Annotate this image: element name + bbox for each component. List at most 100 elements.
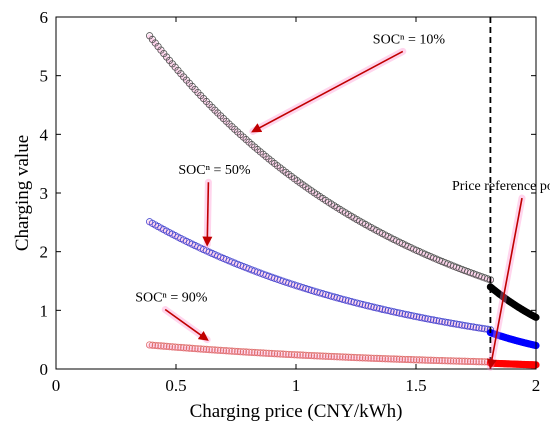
data-point: [361, 354, 370, 362]
annotation-arrow: [164, 308, 209, 341]
data-point: [163, 342, 171, 350]
data-point: [273, 350, 281, 358]
data-point: [327, 352, 335, 361]
data-point: [228, 347, 236, 355]
data-point: [165, 343, 174, 351]
data-point: [381, 306, 389, 314]
data-point: [398, 310, 406, 318]
data-point: [324, 352, 333, 360]
data-point: [285, 350, 293, 359]
data-point: [344, 353, 352, 361]
data-point: [444, 357, 452, 365]
data-point: [455, 321, 463, 329]
data-point: [469, 323, 477, 331]
data-point: [393, 355, 401, 363]
data-point: [475, 358, 483, 366]
data-point: [464, 357, 472, 365]
data-point: [364, 302, 372, 310]
data-point: [239, 348, 247, 356]
data-point: [290, 351, 299, 359]
data-point: [188, 344, 196, 352]
data-point: [404, 355, 412, 364]
data-point: [415, 313, 423, 321]
data-point: [404, 311, 412, 319]
data-point: [307, 351, 316, 360]
x-tick-label: 0.5: [165, 376, 186, 395]
series-highlight: [147, 34, 493, 284]
data-point: [429, 316, 438, 324]
annotation-layer: SOCⁿ = 10% SOCⁿ = 50% SOCⁿ = 90% Price refe…: [135, 32, 550, 371]
data-point: [373, 304, 381, 312]
y-tick-label: 4: [40, 125, 49, 144]
data-point: [310, 352, 318, 360]
data-point: [231, 347, 239, 355]
data-point: [180, 344, 188, 352]
data-point: [344, 297, 352, 305]
data-point: [478, 324, 486, 332]
data-point: [287, 350, 296, 359]
data-point: [401, 355, 409, 364]
data-point: [330, 353, 338, 361]
data-point: [336, 353, 344, 361]
data-point: [296, 351, 304, 359]
data-point: [330, 293, 338, 301]
data-point: [356, 354, 364, 362]
data-point: [339, 353, 347, 361]
annotation-arrow: [202, 182, 213, 247]
y-tick-label: 2: [40, 243, 49, 262]
data-point: [472, 357, 480, 366]
data-point: [447, 357, 455, 365]
data-point: [242, 348, 250, 356]
data-point: [395, 355, 404, 363]
series-2: [146, 218, 540, 350]
data-point: [313, 352, 321, 360]
data-point: [449, 320, 458, 328]
data-point: [472, 323, 480, 332]
data-point: [353, 354, 361, 362]
data-point: [253, 349, 262, 357]
data-point: [222, 347, 230, 355]
data-point: [418, 356, 426, 364]
data-point: [387, 307, 395, 315]
data-point: [390, 355, 398, 363]
data-point: [185, 344, 193, 352]
data-point: [341, 353, 350, 361]
data-point: [367, 354, 375, 362]
series-highlight: [147, 220, 493, 334]
y-tick-label: 5: [40, 67, 49, 86]
data-point: [299, 351, 307, 359]
data-point: [407, 311, 415, 320]
data-point: [356, 300, 364, 308]
data-point: [421, 314, 429, 322]
data-point: [378, 305, 387, 313]
data-point: [387, 355, 395, 363]
data-point: [412, 356, 421, 364]
data-point: [395, 309, 404, 317]
data-point: [435, 356, 443, 365]
y-tick-label: 3: [40, 184, 49, 203]
y-tick-label: 0: [40, 360, 49, 379]
data-point: [469, 357, 477, 366]
data-point: [452, 320, 460, 328]
data-point: [305, 351, 313, 360]
data-point: [384, 355, 392, 363]
annotation-label: SOCⁿ = 50%: [178, 163, 251, 178]
data-point: [481, 325, 489, 333]
data-point: [364, 354, 372, 362]
data-point: [376, 354, 384, 363]
data-point: [398, 355, 406, 363]
data-point: [438, 318, 446, 326]
data-point: [214, 346, 222, 354]
data-point: [393, 308, 401, 317]
data-point: [333, 353, 341, 361]
data-point: [452, 357, 460, 365]
annotation-arrow: [251, 50, 404, 133]
y-tick-label: 1: [40, 301, 49, 320]
y-tick-label: 6: [40, 8, 49, 27]
data-point: [293, 351, 301, 359]
data-point: [225, 347, 233, 355]
data-point: [458, 357, 466, 365]
data-point: [390, 308, 398, 316]
data-point: [376, 305, 384, 313]
